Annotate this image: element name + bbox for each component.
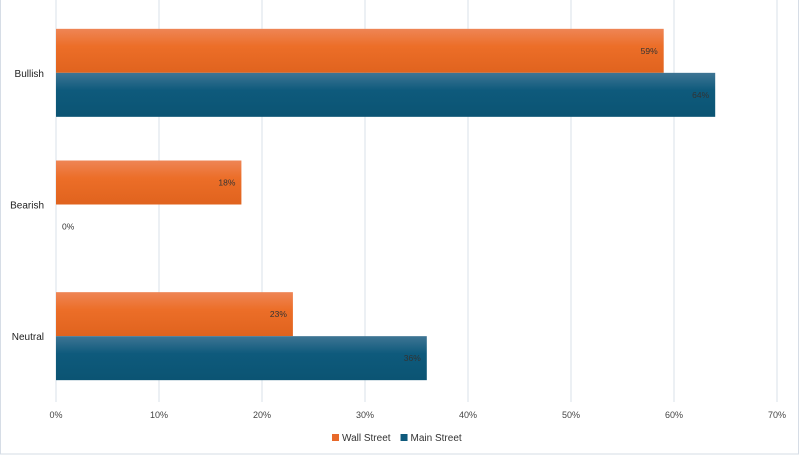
bar-wall-street xyxy=(56,160,242,205)
data-label: 64% xyxy=(692,90,709,100)
data-label: 18% xyxy=(218,178,235,188)
legend-label: Main Street xyxy=(411,433,462,444)
x-tick-label: 30% xyxy=(356,410,374,420)
bar-wall-street xyxy=(56,292,293,337)
data-label: 23% xyxy=(270,309,287,319)
x-tick-label: 0% xyxy=(49,410,62,420)
x-tick-label: 10% xyxy=(150,410,168,420)
legend-swatch xyxy=(400,434,408,441)
legend-label: Wall Street xyxy=(342,433,391,444)
x-tick-label: 60% xyxy=(665,410,683,420)
legend-swatch xyxy=(332,434,339,441)
x-tick-label: 20% xyxy=(253,410,271,420)
bar-main-street xyxy=(56,72,716,117)
category-label: Bullish xyxy=(15,69,44,80)
x-tick-label: 70% xyxy=(768,410,786,420)
bar-wall-street xyxy=(56,28,664,73)
x-tick-label: 50% xyxy=(562,410,580,420)
category-label: Neutral xyxy=(12,332,44,343)
bar-main-street xyxy=(56,336,427,381)
data-label: 0% xyxy=(62,222,75,232)
data-label: 59% xyxy=(641,46,658,56)
data-label: 36% xyxy=(404,353,421,363)
x-tick-label: 40% xyxy=(459,410,477,420)
category-label: Bearish xyxy=(10,201,44,212)
